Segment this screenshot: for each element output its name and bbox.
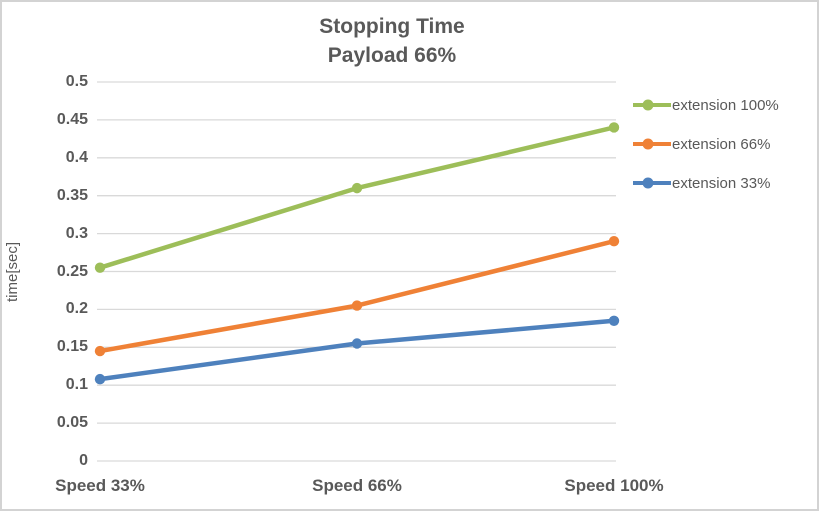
chart-title-line1: Stopping Time: [319, 15, 465, 38]
legend-marker-icon: [633, 138, 671, 150]
series-line-extension-66-: [97, 238, 617, 354]
legend-marker-icon: [633, 99, 671, 111]
y-tick-label: 0.35: [56, 186, 88, 204]
legend-item-extension-33-: extension 33%: [633, 174, 770, 192]
data-point-marker: [351, 338, 363, 349]
data-point-marker: [608, 315, 620, 326]
y-tick-label: 0.15: [56, 338, 88, 356]
data-point-marker: [94, 262, 106, 273]
data-point-marker: [608, 235, 620, 247]
legend-item-extension-100-: extension 100%: [633, 96, 779, 114]
legend-label: extension 100%: [672, 96, 779, 114]
data-point-marker: [608, 122, 620, 133]
legend-label: extension 33%: [672, 174, 771, 192]
series-line-extension-33-: [97, 318, 617, 382]
chart-title: Stopping Time Payload 66%: [2, 12, 782, 70]
y-tick-label: 0.25: [56, 262, 88, 280]
legend-label: extension 66%: [672, 135, 771, 153]
data-point-marker: [94, 345, 106, 357]
legend-item-extension-66-: extension 66%: [633, 135, 770, 153]
x-axis-label-2: Speed 66%: [312, 476, 402, 495]
data-point-marker: [94, 373, 106, 385]
x-axis-label-3: Speed 100%: [564, 476, 664, 495]
y-tick-label: 0.5: [65, 73, 88, 90]
y-tick-label: 0.2: [65, 300, 88, 318]
y-tick-label: 0.45: [56, 110, 88, 128]
series-line-extension-100-: [97, 125, 617, 270]
y-tick-label: 0: [79, 452, 88, 469]
y-tick-label: 0.3: [65, 224, 88, 242]
y-tick-label: 0.05: [56, 414, 88, 432]
y-tick-label: 0.1: [65, 376, 88, 394]
data-point-marker: [351, 300, 363, 311]
chart-title-line2: Payload 66%: [327, 44, 457, 67]
data-point-marker: [351, 182, 363, 194]
y-tick-label: 0.4: [65, 148, 88, 166]
legend-marker-icon: [633, 177, 671, 189]
x-axis-label-1: Speed 33%: [55, 476, 145, 495]
